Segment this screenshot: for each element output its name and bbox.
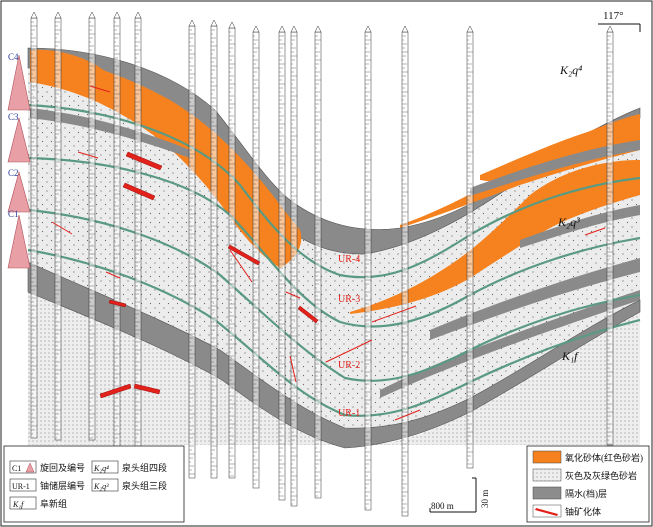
legend-left: C1 旋回及编号 UR-1 铀储层编号 K₁f 阜新组 K₂q⁴ 泉头组四段 K… xyxy=(3,445,185,523)
borehole-3 xyxy=(88,11,96,441)
uranium-ore-lines xyxy=(51,85,606,421)
legend-k2q3-code: K₂q³ xyxy=(93,482,109,491)
ur-label-4: UR-4 xyxy=(338,254,360,265)
borehole-5 xyxy=(134,11,142,461)
cycle-label-c4: C4 xyxy=(8,52,19,62)
cycle-triangle-c3 xyxy=(7,117,31,163)
ur-label-2: UR-2 xyxy=(338,360,360,371)
cycle-boundary-c1 xyxy=(27,248,641,417)
cycle-boundary-c4 xyxy=(27,103,641,279)
k1f-base-body xyxy=(28,260,640,446)
borehole-1 xyxy=(30,11,38,439)
uranium-orebodies xyxy=(99,151,319,399)
borehole-10 xyxy=(278,25,286,501)
borehole-12 xyxy=(314,25,322,499)
cycle-boundary-c2 xyxy=(27,208,641,382)
cycle-triangles xyxy=(7,54,31,269)
legend-gray-sand-swatch xyxy=(532,468,562,482)
borehole-13 xyxy=(364,25,372,511)
stratum-label-k2q4: K₂q⁴ xyxy=(559,63,582,77)
borehole-14 xyxy=(401,25,409,517)
orientation-indicator: 117° xyxy=(598,10,641,32)
ur-label-1: UR-1 xyxy=(338,408,360,419)
legend-k1f-code: K₁f xyxy=(12,500,25,509)
legend-ur-text: 铀储层编号 xyxy=(40,480,85,491)
legend-aquiclude-swatch xyxy=(532,486,562,500)
legend-cycle-code: C1 xyxy=(12,464,21,473)
legend-aquiclude-text: 隔水(档)层 xyxy=(565,488,607,499)
borehole-6 xyxy=(188,19,196,479)
borehole-16 xyxy=(606,25,614,446)
cycle-label-c2: C2 xyxy=(8,168,19,178)
legend-k2q3-code-box xyxy=(91,478,119,492)
orebody-6 xyxy=(227,244,261,266)
stratum-label-k1f: K₁f xyxy=(561,349,579,363)
borehole-2 xyxy=(54,11,62,441)
borehole-4 xyxy=(113,11,121,463)
aquiclude-lens-2 xyxy=(470,140,640,196)
legend-right: 氧化砂体(红色砂岩) 灰色及灰绿色砂岩 隔水(档)层 铀矿化体 xyxy=(526,445,650,523)
borehole-11 xyxy=(290,25,298,507)
legend-cycle-text: 旋回及编号 xyxy=(40,462,85,473)
borehole-columns xyxy=(30,11,614,517)
cycle-triangle-c2 xyxy=(7,170,31,213)
legend-k2q4-text: 泉头组四段 xyxy=(122,462,167,473)
scale-horizontal-label: 800 m xyxy=(431,501,454,511)
stratum-label-k2q3: K₂q³ xyxy=(557,215,580,229)
borehole-9 xyxy=(252,25,260,489)
legend-k2q4-code-box xyxy=(91,460,119,474)
legend-oxidized-swatch xyxy=(532,450,562,464)
legend-gray-sand-text: 灰色及灰绿色砂岩 xyxy=(565,470,637,481)
orebody-4 xyxy=(133,383,161,395)
scale-bar: 800 m 30 m xyxy=(429,477,490,513)
legend-ore-swatch xyxy=(535,508,558,516)
legend-ore-text: 铀矿化体 xyxy=(565,506,601,517)
legend-k2q4-code: K₂q⁴ xyxy=(93,464,109,473)
cycle-triangle-c4 xyxy=(7,54,31,111)
legend-cycle-triangle-icon xyxy=(25,462,35,473)
orientation-label: 117° xyxy=(603,10,624,22)
orebody-2 xyxy=(122,182,156,201)
aquiclude-base-band xyxy=(27,261,641,449)
aquiclude-lens-1 xyxy=(30,108,190,158)
cycle-boundary-c3 xyxy=(27,156,641,328)
legend-ur-code: UR-1 xyxy=(12,482,30,491)
legend-oxidized-text: 氧化砂体(红色砂岩) xyxy=(565,452,643,463)
cycle-boundaries xyxy=(27,103,641,417)
cycle-label-c1: C1 xyxy=(8,209,19,219)
legend-k1f-text: 阜新组 xyxy=(40,498,67,509)
orebody-1 xyxy=(125,151,163,171)
borehole-15 xyxy=(466,25,474,469)
cycle-triangle-c1 xyxy=(7,214,31,269)
oxidized-sand-mid-lens xyxy=(480,120,640,182)
scale-vertical-label: 30 m xyxy=(480,490,490,508)
oxidized-sand-right-lower xyxy=(350,160,640,314)
orebody-3 xyxy=(99,383,132,399)
borehole-7 xyxy=(210,19,218,479)
aquiclude-lens-4 xyxy=(430,258,640,340)
aquiclude-lens-5 xyxy=(380,290,640,398)
legend-ur-code-box xyxy=(9,478,37,492)
legend-k2q3-text: 泉头组三段 xyxy=(122,480,167,491)
orebody-5 xyxy=(297,305,319,324)
cycle-label-c3: C3 xyxy=(8,112,19,122)
ur-label-3: UR-3 xyxy=(338,294,360,305)
orebody-7 xyxy=(108,299,127,308)
legend-k1f-code-box xyxy=(9,496,37,510)
